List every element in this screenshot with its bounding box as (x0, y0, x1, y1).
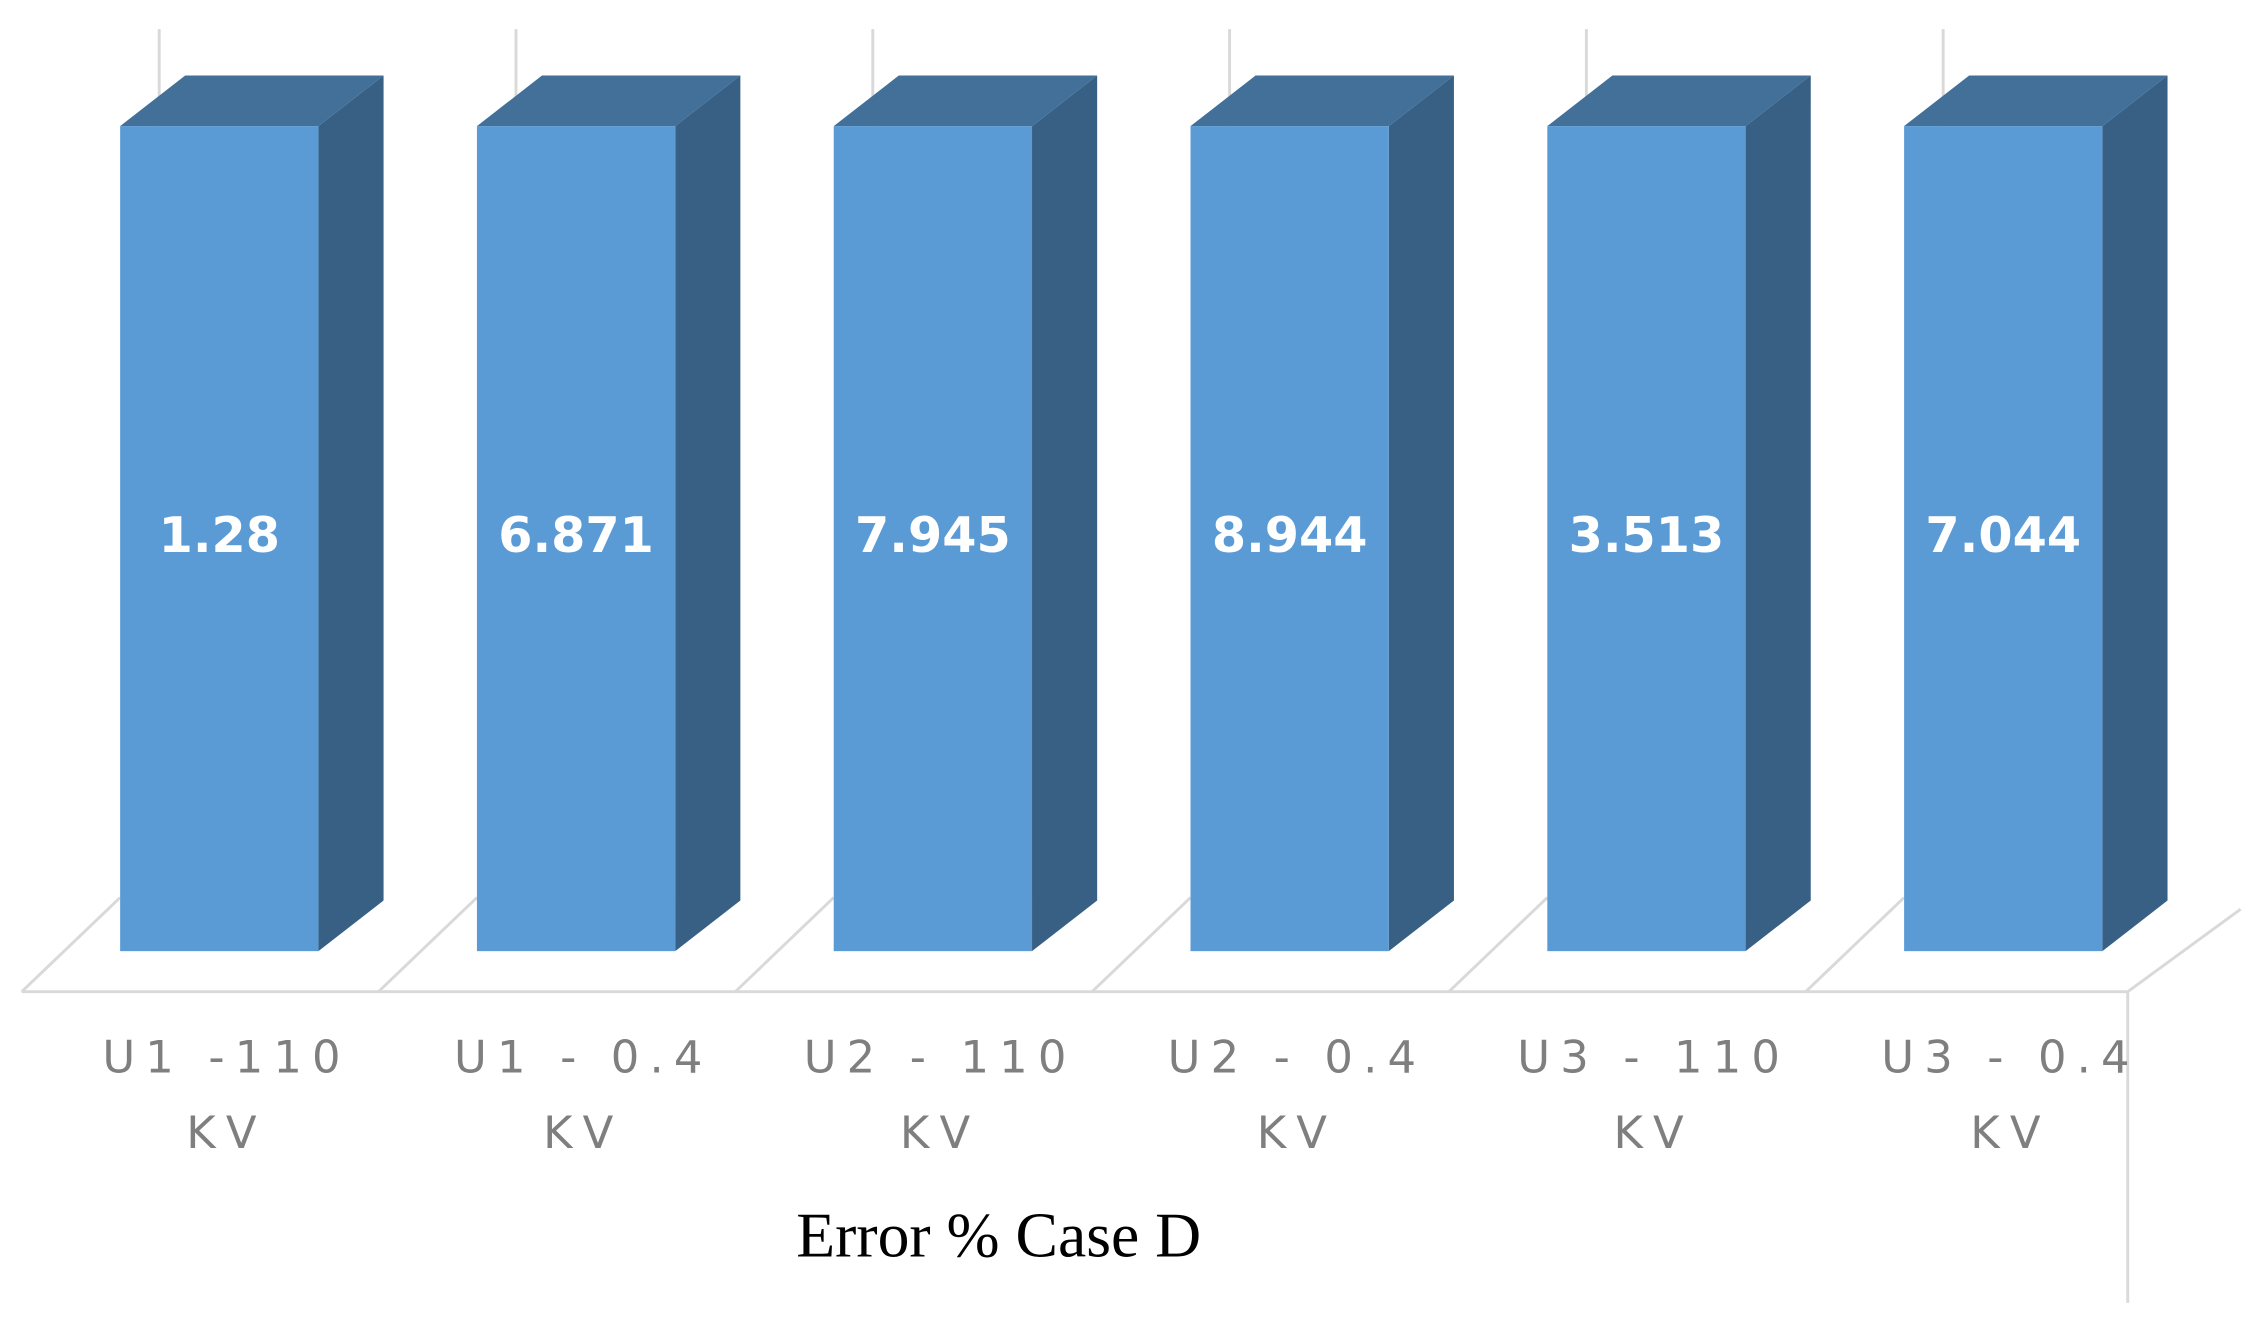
bar-top (833, 75, 1098, 127)
bar-front (476, 126, 676, 952)
x-tick-label: U1 - 0.4 KV (454, 1032, 713, 1160)
bar-front (1547, 126, 1746, 952)
x-tick-label-box: U1 -110 KV (102, 1032, 351, 1160)
bar-front (833, 126, 1033, 952)
bar-top (1190, 75, 1454, 127)
value-label: 6.871 (498, 506, 654, 564)
value-label: 7.044 (1925, 506, 2081, 564)
bar-side (318, 75, 384, 952)
value-label: 3.513 (1569, 506, 1725, 564)
floor-line (1091, 896, 1192, 993)
bar-top (120, 75, 384, 127)
bar (833, 75, 1098, 952)
floor-line (1804, 896, 1906, 993)
floor-line (377, 896, 478, 993)
bar-front (120, 126, 319, 952)
bar-top (1547, 75, 1811, 127)
value-label: 8.944 (1212, 506, 1368, 564)
bar (120, 75, 384, 952)
x-tick-label-box: U2 - 110 KV (803, 1032, 1077, 1160)
x-tick-label-box: U3 - 110 KV (1517, 1032, 1791, 1160)
x-tick-label: U2 - 0.4 KV (1167, 1032, 1427, 1160)
x-tick-label-box: U3 - 0.4 KV (1881, 1032, 2140, 1160)
floor-edge (2126, 908, 2242, 993)
x-tick-label-box: U1 - 0.4 KV (454, 1032, 713, 1160)
bar-top (1904, 75, 2168, 127)
bars: 1.28 6.871 7.945 8.944 3.513 7.044 (120, 75, 2168, 952)
floor-line (734, 896, 835, 993)
bar (1904, 75, 2168, 952)
bar-front (1190, 126, 1389, 952)
chart-title: Error % Case D (796, 1200, 1201, 1271)
x-tick-label: U2 - 110 KV (803, 1032, 1077, 1160)
bar-side (2102, 75, 2168, 952)
bar-side (1388, 75, 1454, 952)
floor-line (1447, 896, 1549, 993)
x-tick-label: U3 - 0.4 KV (1881, 1032, 2140, 1160)
value-label: 7.945 (855, 506, 1011, 564)
bar-side (1032, 75, 1098, 952)
bar-front (1904, 126, 2103, 952)
bar (476, 75, 741, 952)
bar-side (1745, 75, 1811, 952)
bar (1547, 75, 1811, 952)
bar (1190, 75, 1454, 952)
floor-line (20, 896, 122, 993)
value-label: 1.28 (159, 506, 280, 564)
bar-top (476, 75, 741, 127)
bar-side (675, 75, 741, 952)
x-tick-label: U3 - 110 KV (1517, 1032, 1791, 1160)
x-tick-label: U1 -110 KV (102, 1032, 351, 1160)
x-tick-label-box: U2 - 0.4 KV (1167, 1032, 1427, 1160)
